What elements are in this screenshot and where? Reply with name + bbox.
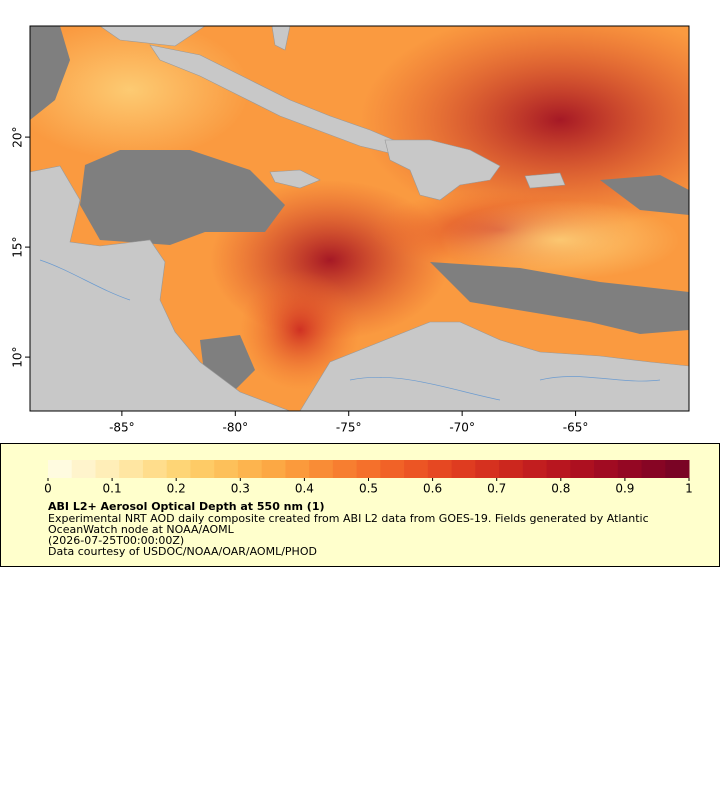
colorbar-swatch [95,460,120,478]
colorbar-swatch [499,460,524,478]
map-image [30,26,689,411]
colorbar-tick-label: 0.8 [551,482,570,496]
colorbar-swatch [237,460,263,478]
colorbar-swatch [142,460,168,478]
x-tick-label: -65° [563,421,589,435]
colorbar-swatch [594,460,619,478]
colorbar-swatch [617,460,643,478]
colorbar-swatch [546,460,571,478]
colorbar-swatch [332,460,358,478]
colorbar-tick-label: 0 [44,482,52,496]
legend-line: Experimental NRT AOD daily composite cre… [48,512,649,525]
legend-line: Data courtesy of USDOC/NOAA/OAR/AOML/PHO… [48,545,317,558]
colorbar-swatch [404,460,429,478]
colorbar-swatch [380,460,405,478]
colorbar-swatch [285,460,310,478]
colorbar-tick-label: 0.4 [295,482,314,496]
colorbar-swatch [427,460,453,478]
colorbar-swatch [665,460,690,478]
colorbar-swatch [166,460,191,478]
colorbar-swatch [356,460,381,478]
colorbar-tick-label: 0.5 [359,482,378,496]
y-tick-label: 10° [11,346,25,367]
colorbar-swatch [261,460,286,478]
colorbar-swatch [190,460,215,478]
colorbar-tick-label: 0.3 [231,482,250,496]
colorbar-tick-label: 1 [685,482,693,496]
colorbar-swatch [214,460,239,478]
colorbar-swatch [451,460,476,478]
colorbar-swatch [475,460,500,478]
x-tick-label: -80° [222,421,248,435]
colorbar-tick-label: 0.7 [487,482,506,496]
colorbar-tick-label: 0.1 [103,482,122,496]
colorbar-tick-label: 0.9 [615,482,634,496]
colorbar-swatch [71,460,96,478]
legend-line: OceanWatch node at NOAA/AOML [48,523,235,536]
colorbar-tick-label: 0.2 [167,482,186,496]
colorbar-swatch [119,460,144,478]
colorbar-swatch [641,460,666,478]
x-tick-label: -75° [336,421,362,435]
colorbar-tick-label: 0.6 [423,482,442,496]
colorbar-swatch [309,460,334,478]
colorbar-swatch [48,460,73,478]
map-frame [29,25,690,412]
y-tick-label: 20° [11,126,25,147]
colorbar-swatch [522,460,548,478]
legend-title: ABI L2+ Aerosol Optical Depth at 550 nm … [48,500,325,513]
y-tick-label: 15° [11,236,25,257]
x-tick-label: -85° [109,421,135,435]
legend-line: (2026-07-25T00:00:00Z) [48,534,184,547]
colorbar-swatch [570,460,595,478]
x-tick-label: -70° [449,421,475,435]
